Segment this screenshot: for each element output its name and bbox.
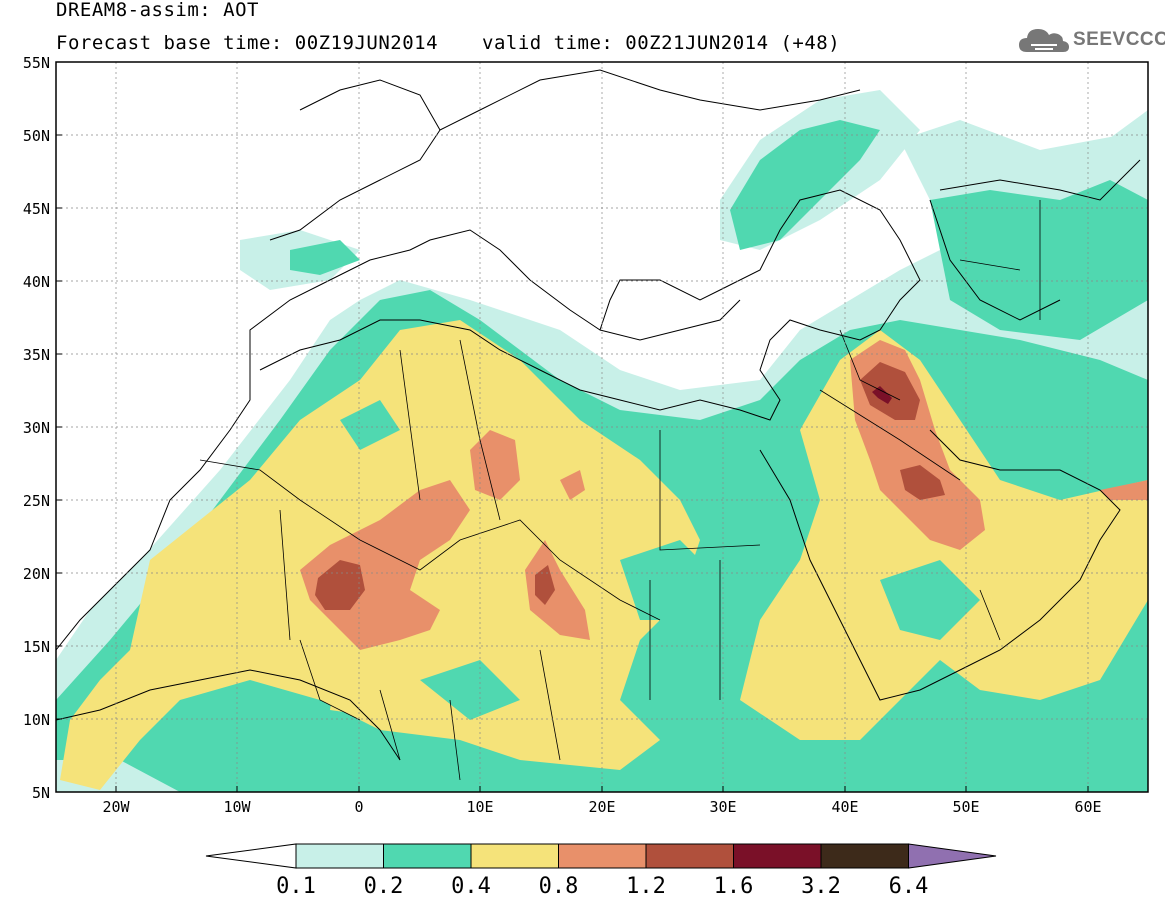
colorbar-label: 3.2 bbox=[801, 874, 841, 899]
colorbar: 0.1 0.2 0.4 0.8 1.2 1.6 3.2 6.4 bbox=[205, 843, 997, 899]
forecast-base-time: Forecast base time: 00Z19JUN2014 bbox=[56, 32, 439, 54]
coastlines bbox=[56, 69, 1141, 761]
aot-band-1.2 bbox=[315, 362, 945, 610]
colorbar-segment bbox=[645, 843, 734, 869]
lon-label: 30E bbox=[709, 798, 736, 816]
colorbar-low-arrow bbox=[205, 843, 297, 869]
latitude-labels: 55N 50N 45N 40N 35N 30N 25N 20N 15N 10N … bbox=[23, 54, 50, 802]
colorbar-high-arrow bbox=[908, 843, 997, 869]
colorbar-label: 1.6 bbox=[714, 874, 754, 899]
aot-band-1.6 bbox=[872, 386, 892, 404]
colorbar-label: 6.4 bbox=[889, 874, 929, 899]
lat-label: 30N bbox=[23, 419, 50, 437]
lat-label: 40N bbox=[23, 273, 50, 291]
lat-label: 15N bbox=[23, 638, 50, 656]
lat-label: 25N bbox=[23, 492, 50, 510]
axis-ticks bbox=[56, 61, 1089, 793]
lon-label: 0 bbox=[354, 798, 363, 816]
lat-label: 10N bbox=[23, 711, 50, 729]
lat-label: 45N bbox=[23, 200, 50, 218]
aot-field bbox=[56, 62, 1148, 792]
graticule bbox=[56, 62, 1148, 792]
map-title: DREAM8-assim: AOT bbox=[56, 0, 259, 21]
cloud-icon bbox=[1019, 29, 1069, 52]
lat-label: 55N bbox=[23, 54, 50, 72]
lon-label: 10E bbox=[466, 798, 493, 816]
colorbar-segment bbox=[383, 843, 472, 869]
colorbar-label: 0.8 bbox=[539, 874, 579, 899]
lat-label: 35N bbox=[23, 346, 50, 364]
longitude-labels: 20W 10W 0 10E 20E 30E 40E 50E 60E bbox=[102, 798, 1101, 816]
colorbar-label: 0.2 bbox=[364, 874, 404, 899]
valid-time: valid time: 00Z21JUN2014 (+48) bbox=[482, 32, 841, 54]
country-borders bbox=[199, 200, 1041, 781]
lat-label: 20N bbox=[23, 565, 50, 583]
lat-label: 50N bbox=[23, 127, 50, 145]
colorbar-label: 0.1 bbox=[276, 874, 316, 899]
lon-label: 10W bbox=[223, 798, 251, 816]
colorbar-segment bbox=[733, 843, 822, 869]
lon-label: 20W bbox=[102, 798, 130, 816]
lon-label: 60E bbox=[1074, 798, 1101, 816]
lon-label: 20E bbox=[588, 798, 615, 816]
colorbar-segment bbox=[820, 843, 909, 869]
colorbar-label: 0.4 bbox=[451, 874, 491, 899]
logo-text: SEEVCCC bbox=[1073, 29, 1165, 50]
lon-label: 50E bbox=[952, 798, 979, 816]
colorbar-segment bbox=[295, 843, 384, 869]
colorbar-label: 1.2 bbox=[626, 874, 666, 899]
lat-label: 5N bbox=[32, 784, 50, 802]
colorbar-segment bbox=[470, 843, 559, 869]
lon-label: 40E bbox=[831, 798, 858, 816]
colorbar-segment bbox=[558, 843, 647, 869]
seevccc-logo: SEEVCCC bbox=[1017, 22, 1165, 58]
